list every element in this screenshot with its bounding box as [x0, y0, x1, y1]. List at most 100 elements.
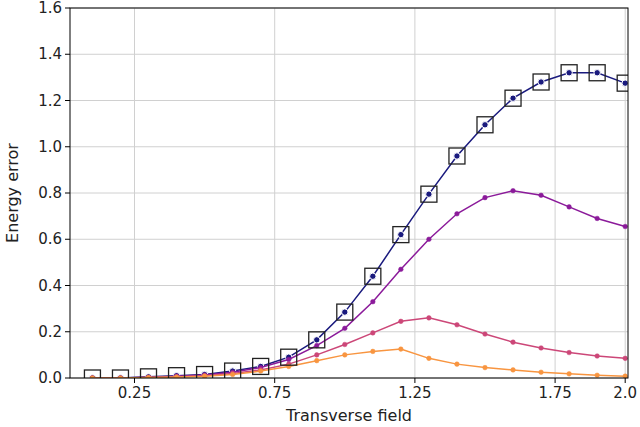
marker-circle: [342, 326, 347, 331]
marker-circle: [258, 369, 263, 374]
marker-circle: [370, 273, 376, 279]
marker-square: [309, 332, 325, 348]
grid-line-y: [70, 54, 628, 55]
marker-square: [253, 358, 269, 374]
marker-circle: [567, 372, 572, 377]
tick-label-x: 2.0: [613, 384, 637, 402]
marker-circle: [314, 337, 320, 343]
tick-y: [65, 8, 70, 9]
series-line: [92, 73, 625, 378]
marker-square: [197, 367, 213, 378]
tick-label-x: 1.25: [398, 384, 431, 402]
tick-y: [65, 100, 70, 101]
tick-label-y: 1.4: [38, 45, 62, 63]
marker-square: [477, 117, 493, 133]
marker-square: [533, 74, 549, 90]
marker-circle: [539, 193, 544, 198]
grid-line-y: [70, 100, 628, 101]
grid-line-y: [70, 239, 628, 240]
grid-line-y: [70, 193, 628, 194]
marker-square: [589, 65, 605, 81]
marker-circle: [399, 319, 404, 324]
marker-circle: [314, 358, 319, 363]
tick-y: [65, 146, 70, 147]
marker-circle: [371, 299, 376, 304]
marker-circle: [623, 374, 628, 378]
marker-square: [505, 90, 521, 106]
marker-circle: [455, 362, 460, 367]
marker-circle: [455, 323, 460, 328]
marker-circle: [201, 371, 207, 377]
marker-circle: [539, 370, 544, 375]
tick-y: [65, 54, 70, 55]
marker-circle: [483, 195, 488, 200]
marker-circle: [622, 80, 628, 86]
marker-circle: [623, 224, 628, 229]
marker-circle: [174, 375, 179, 378]
marker-square: [617, 75, 628, 91]
marker-square: [84, 370, 100, 378]
grid-line-y: [70, 146, 628, 147]
marker-circle: [511, 340, 516, 345]
tick-x: [134, 378, 135, 383]
marker-circle: [342, 353, 347, 358]
tick-label-y: 0.6: [38, 230, 62, 248]
x-axis-label: Transverse field: [285, 406, 412, 425]
marker-square: [393, 227, 409, 243]
series-line: [92, 191, 625, 378]
tick-label-y: 0.0: [38, 369, 62, 387]
marker-square: [141, 369, 157, 378]
marker-circle: [510, 95, 516, 101]
marker-circle: [427, 356, 432, 361]
tick-label-y: 1.6: [38, 0, 62, 17]
marker-circle: [399, 347, 404, 352]
marker-circle: [202, 373, 207, 378]
tick-y: [65, 239, 70, 240]
plot-frame: [70, 8, 628, 378]
tick-label-y: 1.0: [38, 138, 62, 156]
marker-circle: [230, 372, 235, 377]
marker-circle: [398, 231, 404, 237]
marker-circle: [202, 374, 207, 378]
marker-circle: [371, 331, 376, 336]
marker-circle: [342, 309, 348, 315]
marker-circle: [286, 357, 291, 362]
tick-x: [555, 378, 556, 383]
marker-square: [112, 370, 128, 378]
marker-circle: [314, 353, 319, 358]
tick-label-y: 1.2: [38, 92, 62, 110]
marker-circle: [145, 374, 151, 378]
tick-x: [625, 378, 626, 383]
marker-circle: [511, 368, 516, 373]
marker-circle: [539, 346, 544, 351]
marker-square: [337, 304, 353, 320]
marker-circle: [482, 122, 488, 128]
marker-square: [225, 363, 241, 378]
tick-label-y: 0.4: [38, 277, 62, 295]
marker-square: [421, 186, 437, 202]
grid-line-y: [70, 331, 628, 332]
marker-square: [169, 368, 185, 378]
marker-circle: [371, 349, 376, 354]
series-line: [92, 318, 625, 378]
marker-circle: [567, 205, 572, 210]
marker-circle: [483, 332, 488, 337]
tick-y: [65, 193, 70, 194]
marker-square: [365, 268, 381, 284]
marker-circle: [427, 316, 432, 321]
marker-circle: [399, 267, 404, 272]
marker-circle: [342, 342, 347, 347]
marker-square: [449, 148, 465, 164]
chart: 0.250.751.251.752.00.00.20.40.60.81.01.2…: [0, 0, 640, 427]
marker-square: [281, 349, 297, 365]
marker-circle: [511, 188, 516, 193]
marker-circle: [623, 356, 628, 361]
marker-circle: [538, 79, 544, 85]
tick-label-x: 1.75: [538, 384, 571, 402]
marker-square: [561, 65, 577, 81]
grid-line-y: [70, 285, 628, 286]
tick-x: [274, 378, 275, 383]
series-line: [92, 349, 625, 378]
y-axis-label: Energy error: [3, 143, 22, 243]
tick-label-y: 0.2: [38, 323, 62, 341]
